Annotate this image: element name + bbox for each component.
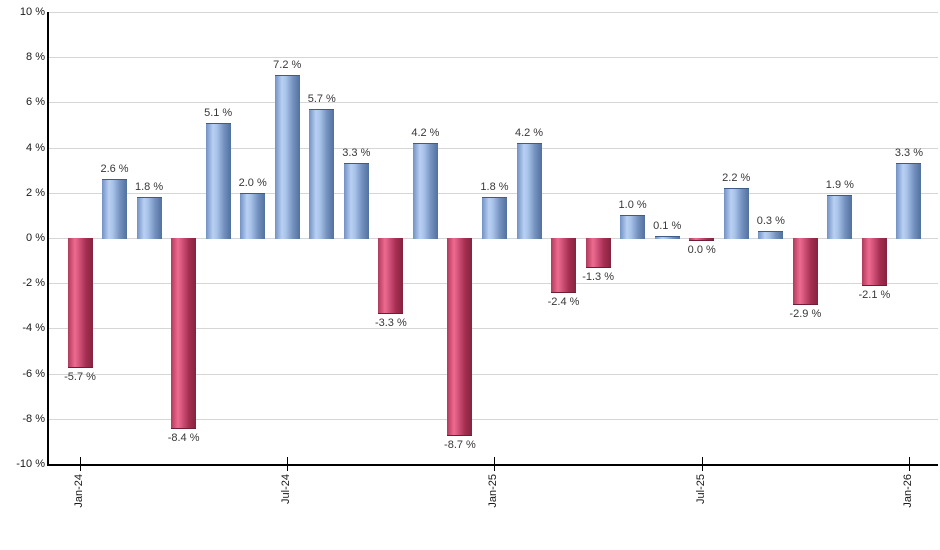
- bar-17[interactable]: [654, 235, 680, 239]
- gridline--2pct: [49, 283, 938, 285]
- bar-value-label: 4.2 %: [411, 127, 440, 140]
- y-axis-label: -10 %: [16, 458, 45, 470]
- bar-value-label: 1.0 %: [618, 199, 647, 212]
- bar-value-label: 7.2 %: [273, 59, 302, 72]
- bar-16[interactable]: [620, 215, 646, 239]
- bar-value-label: 4.2 %: [514, 127, 544, 140]
- bar-value-label: -2.1 %: [858, 289, 891, 302]
- x-axis-tick: [494, 457, 496, 471]
- x-axis-tick: [908, 457, 910, 471]
- y-axis-label: 6 %: [26, 96, 45, 109]
- x-axis-line: [47, 464, 938, 466]
- x-axis-label-jul-24: Jul-24: [280, 474, 293, 504]
- bar-3[interactable]: [171, 238, 197, 429]
- bar-14[interactable]: [551, 238, 577, 294]
- bar-11[interactable]: [447, 238, 473, 436]
- bar-value-label: -3.3 %: [374, 316, 407, 329]
- bar-24[interactable]: [896, 163, 922, 239]
- bar-value-label: 1.9 %: [825, 179, 854, 192]
- bar-value-label: 3.3 %: [894, 147, 924, 160]
- y-axis-label: 8 %: [26, 51, 45, 64]
- bar-1[interactable]: [102, 179, 128, 239]
- bar-value-label: 2.6 %: [100, 163, 129, 176]
- gridline--8pct: [49, 418, 938, 420]
- y-axis-label: 4 %: [26, 141, 45, 154]
- bar-value-label: -5.7 %: [64, 370, 96, 383]
- bar-value-label: -1.3 %: [582, 271, 614, 284]
- bar-19[interactable]: [723, 188, 749, 239]
- bar-value-label: 2.2 %: [722, 172, 751, 185]
- bar-9[interactable]: [378, 238, 404, 314]
- gridline-4pct: [49, 147, 938, 149]
- x-axis-label-jan-25: Jan-25: [487, 474, 500, 508]
- bar-13[interactable]: [516, 143, 542, 239]
- y-axis-line: [47, 12, 49, 465]
- bar-value-label: -8.7 %: [444, 438, 476, 451]
- gridline-10pct: [49, 12, 938, 13]
- bar-5[interactable]: [240, 192, 266, 239]
- y-axis-label: -8 %: [22, 412, 45, 425]
- bar-6[interactable]: [274, 75, 300, 239]
- bar-22[interactable]: [827, 195, 853, 239]
- bar-value-label: -8.4 %: [167, 431, 200, 444]
- y-axis-label: -6 %: [22, 367, 45, 380]
- bar-10[interactable]: [412, 143, 438, 239]
- gridline-6pct: [49, 102, 938, 104]
- bar-value-label: 0.0 %: [687, 244, 716, 256]
- bar-value-label: 5.7 %: [307, 93, 336, 106]
- x-axis-label-jul-25: Jul-25: [694, 474, 707, 504]
- bar-value-label: 1.8 %: [135, 181, 164, 194]
- bar-8[interactable]: [343, 163, 369, 239]
- gridline-8pct: [49, 57, 938, 59]
- bar-15[interactable]: [585, 238, 611, 269]
- x-axis-label-jan-26: Jan-26: [901, 474, 914, 508]
- bar-value-label: 2.0 %: [238, 176, 267, 189]
- bar-value-label: -2.9 %: [789, 307, 822, 320]
- y-axis-label: 10 %: [19, 6, 45, 18]
- y-axis-label: 0 %: [26, 232, 45, 244]
- x-axis-label-jan-24: Jan-24: [73, 474, 85, 508]
- y-axis-label: 2 %: [26, 186, 45, 199]
- x-axis-tick: [701, 457, 703, 471]
- bar-value-label: 0.3 %: [756, 215, 785, 228]
- gridline-2pct: [49, 192, 938, 194]
- bar-value-label: 1.8 %: [480, 181, 509, 194]
- x-axis-tick: [80, 457, 81, 471]
- bar-12[interactable]: [481, 197, 507, 239]
- bar-7[interactable]: [309, 109, 335, 239]
- bar-4[interactable]: [205, 122, 231, 239]
- bar-value-label: 5.1 %: [204, 106, 233, 119]
- y-axis-label: -2 %: [22, 277, 45, 290]
- gridline--6pct: [49, 373, 938, 375]
- y-axis-label: -4 %: [22, 322, 45, 335]
- bar-value-label: 3.3 %: [342, 147, 371, 160]
- x-axis-tick: [287, 457, 289, 471]
- bar-0[interactable]: [67, 238, 93, 368]
- bar-21[interactable]: [792, 238, 818, 305]
- bar-18[interactable]: [689, 238, 715, 241]
- bar-23[interactable]: [861, 238, 887, 287]
- bar-value-label: -2.4 %: [547, 296, 580, 309]
- bar-2[interactable]: [136, 197, 162, 239]
- plot-area: -5.7 % 2.6 % 1.8 % -8.4 % 5.1 % 2.0 % 7.2 % 5.7…: [49, 12, 938, 465]
- bar-value-label: 0.1 %: [653, 219, 682, 232]
- bar-20[interactable]: [758, 231, 784, 239]
- gridline--4pct: [49, 328, 938, 330]
